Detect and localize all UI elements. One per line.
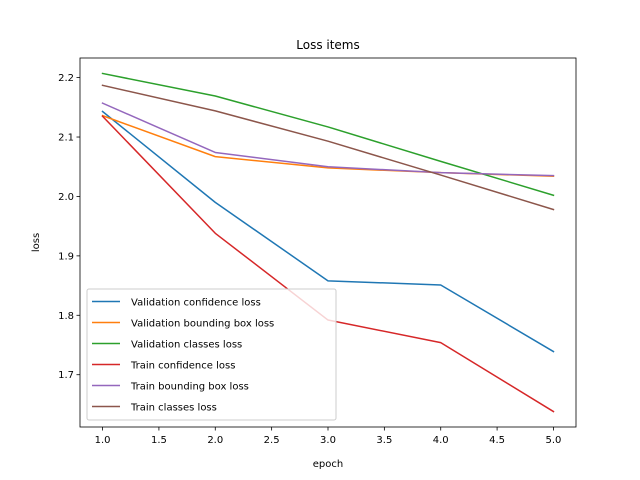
x-tick-label: 4.5 xyxy=(489,435,505,446)
legend-label: Train confidence loss xyxy=(130,361,235,372)
y-tick-label: 2.2 xyxy=(58,73,74,84)
series-line-3 xyxy=(101,72,555,197)
y-tick-label: 2.0 xyxy=(58,192,74,203)
legend-label: Train bounding box loss xyxy=(130,382,249,393)
x-tick-label: 4.0 xyxy=(433,435,449,446)
series-line-1 xyxy=(101,110,555,353)
y-tick-label: 1.8 xyxy=(58,311,74,322)
legend-label: Validation classes loss xyxy=(131,340,242,351)
x-tick-label: 1.0 xyxy=(95,435,111,446)
x-tick-label: 3.0 xyxy=(320,435,336,446)
legend-box xyxy=(86,288,337,421)
x-axis-label: epoch xyxy=(313,459,343,470)
x-tick-label: 5.0 xyxy=(546,435,562,446)
legend-label: Validation confidence loss xyxy=(131,298,261,309)
x-axis-ticks: 1.0 1.5 2.0 2.5 3.0 3.5 4.0 4.5 5.0 xyxy=(95,427,562,446)
chart-title: Loss items xyxy=(296,38,360,52)
legend-label: Validation bounding box loss xyxy=(131,319,274,330)
series-line-6 xyxy=(101,84,555,211)
x-tick-label: 2.5 xyxy=(264,435,280,446)
series-line-5 xyxy=(101,102,555,177)
y-axis-ticks: 1.7 1.8 1.9 2.0 2.1 2.2 xyxy=(58,73,80,381)
y-tick-label: 1.9 xyxy=(58,251,74,262)
y-tick-label: 2.1 xyxy=(58,133,74,144)
x-tick-label: 1.5 xyxy=(151,435,167,446)
y-tick-label: 1.7 xyxy=(58,370,74,381)
y-axis-label: loss xyxy=(31,233,42,252)
x-tick-label: 3.5 xyxy=(376,435,392,446)
x-tick-label: 2.0 xyxy=(207,435,223,446)
series-lines xyxy=(101,72,555,413)
legend-label: Train classes loss xyxy=(130,403,217,414)
legend: Validation confidence loss Validation bou… xyxy=(86,288,337,421)
